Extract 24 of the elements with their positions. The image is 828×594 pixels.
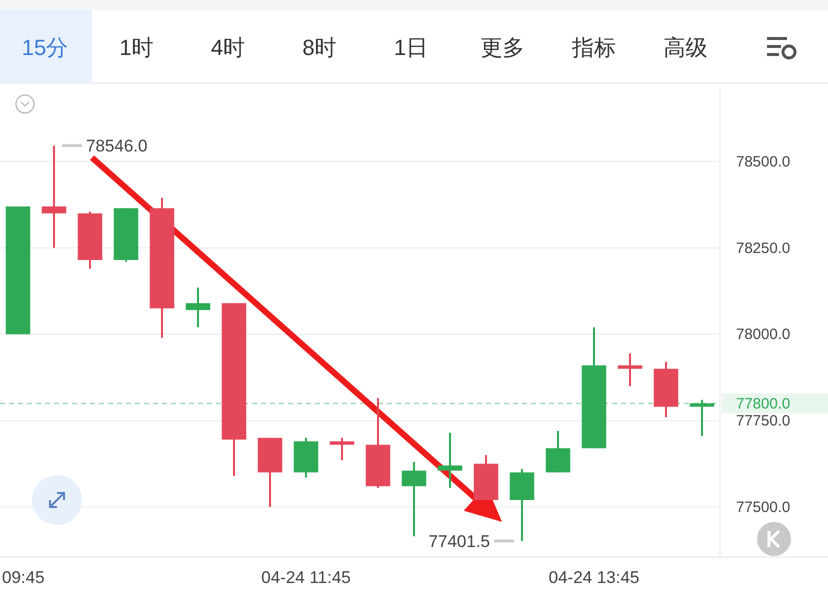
y-tick-label: 78500.0 [736, 154, 790, 171]
candlestick [618, 352, 642, 388]
y-tick-label: 77750.0 [736, 412, 790, 430]
toolbar-item: 指标 [572, 35, 616, 60]
toolbar-item: 4时 [210, 35, 246, 60]
ref-line-label: 77800.0 [736, 395, 790, 412]
toolbar-item: 8时 [302, 35, 337, 60]
candlestick [330, 436, 354, 462]
toolbar-item: 1日 [394, 35, 428, 60]
y-tick-label: 77500.0 [736, 498, 790, 516]
candlestick [186, 286, 210, 328]
x-tick-label: 09:45 [2, 568, 45, 587]
toolbar-item: 更多 [480, 35, 524, 60]
x-tick-label: 04-24 13:45 [548, 568, 640, 587]
x-tick-label: 04-24 11:45 [261, 568, 351, 587]
annotation: 78546.0 [86, 136, 148, 156]
annotation: 77401.5 [428, 532, 490, 551]
y-tick-label: 78000.0 [736, 326, 790, 344]
candlestick [438, 432, 462, 489]
toolbar-item: 1时 [119, 35, 154, 60]
toolbar-item: 15分 [22, 35, 68, 60]
y-tick-label: 78250.0 [736, 240, 790, 257]
candlestick [690, 398, 714, 438]
toolbar-item: 高级 [664, 35, 708, 60]
